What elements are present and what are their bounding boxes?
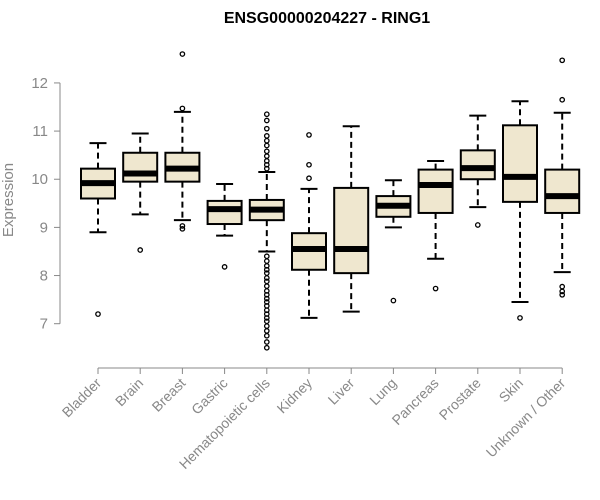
y-tick-label: 7 <box>40 316 48 333</box>
iqr-box <box>122 151 159 183</box>
outlier-point <box>306 161 312 168</box>
outlier-point <box>263 266 270 273</box>
outlier-point <box>179 51 186 57</box>
box-kidney <box>291 132 327 319</box>
y-tick-label: 10 <box>31 171 48 188</box>
outlier-point <box>432 285 439 292</box>
outlier-point <box>263 133 270 139</box>
chart-title: ENSG00000204227 - RING1 <box>224 10 430 27</box>
x-tick-label: Bladder <box>59 375 105 421</box>
x-tick-label: Unknown / Other <box>483 375 569 461</box>
x-tick-label: Lung <box>366 375 399 408</box>
outlier-point <box>179 223 186 229</box>
outlier-point <box>263 148 270 155</box>
x-tick-label: Skin <box>496 375 527 406</box>
outlier-point <box>263 111 270 118</box>
box-breast <box>164 51 201 232</box>
outlier-point <box>263 142 270 149</box>
iqr-box <box>459 149 496 181</box>
x-tick-label: Kidney <box>274 375 316 417</box>
outlier-point <box>263 295 270 302</box>
outlier-point <box>263 117 270 124</box>
outlier-point <box>263 332 270 339</box>
box-bladder <box>80 142 116 317</box>
box-prostate <box>459 114 496 228</box>
box-hematopoietic-cells <box>248 111 285 351</box>
y-axis-label: Expression <box>0 163 17 237</box>
outlier-point <box>263 328 270 334</box>
box-pancreas <box>417 159 454 292</box>
outlier-point <box>263 165 270 172</box>
outlier-point <box>263 315 270 321</box>
outlier-point <box>306 132 312 138</box>
outlier-point <box>559 96 566 103</box>
iqr-box <box>502 124 538 203</box>
outlier-point <box>263 253 270 260</box>
outlier-point <box>137 247 144 253</box>
outlier-point <box>517 315 523 321</box>
outlier-point <box>263 137 270 144</box>
iqr-box <box>417 168 454 214</box>
boxes-group <box>80 51 581 351</box>
x-tick-label: Brain <box>112 375 146 409</box>
box-gastric <box>206 183 243 270</box>
iqr-box <box>333 186 370 275</box>
y-tick-label: 11 <box>32 123 48 140</box>
outlier-point <box>95 311 101 317</box>
x-tick-label: Pancreas <box>389 375 442 428</box>
outlier-point <box>306 175 312 182</box>
box-skin <box>502 100 538 321</box>
outlier-point <box>474 222 481 228</box>
box-brain <box>122 132 159 253</box>
y-tick-label: 12 <box>31 75 48 92</box>
outlier-point <box>559 291 566 298</box>
outlier-point <box>263 275 270 281</box>
outlier-point <box>263 323 270 329</box>
x-tick-label: Breast <box>149 375 189 415</box>
outlier-point <box>179 225 186 232</box>
outlier-point <box>263 125 270 132</box>
outlier-point <box>263 339 270 345</box>
outlier-point <box>559 288 566 295</box>
x-tick-label: Prostate <box>436 375 484 423</box>
outlier-point <box>263 283 270 289</box>
outlier-point <box>221 264 228 270</box>
outlier-point <box>263 258 270 264</box>
outlier-point <box>390 297 397 304</box>
outlier-point <box>179 105 186 112</box>
iqr-box <box>206 199 243 226</box>
box-lung <box>375 179 412 304</box>
y-axis: 7 8 9 10 11 12 <box>31 75 61 333</box>
outlier-point <box>559 57 566 64</box>
box-liver <box>333 125 370 313</box>
outlier-point <box>263 344 270 351</box>
outlier-point <box>263 153 270 159</box>
outlier-point <box>559 283 566 290</box>
iqr-box <box>544 168 581 214</box>
box-unknown-other <box>544 57 581 298</box>
y-tick-label: 9 <box>40 219 48 236</box>
y-tick-label: 8 <box>40 268 48 285</box>
x-tick-label: Liver <box>325 375 358 408</box>
